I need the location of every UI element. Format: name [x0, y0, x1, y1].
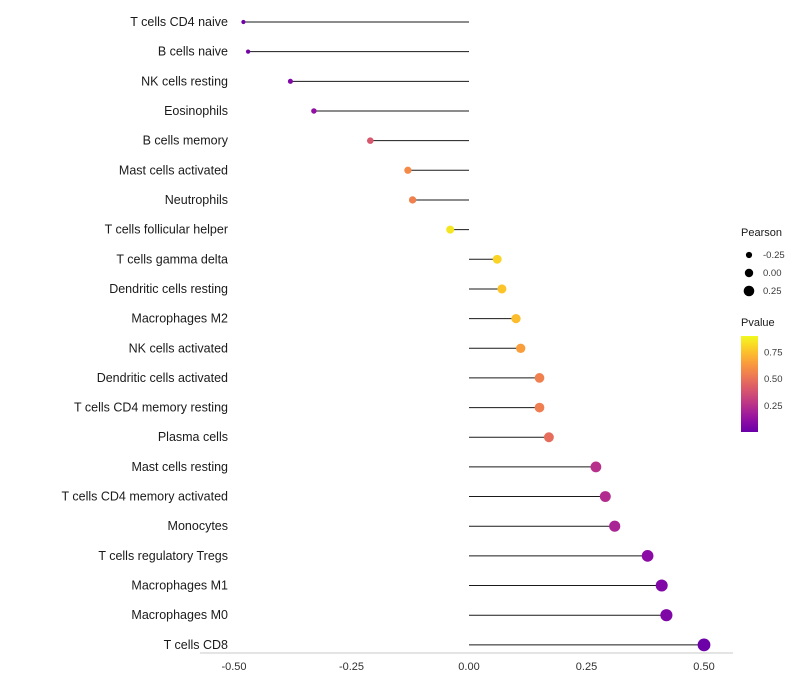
category-label: Plasma cells	[158, 430, 228, 444]
lollipop-row: Macrophages M2	[131, 312, 521, 326]
lollipop-row: NK cells activated	[129, 341, 526, 355]
category-label: Macrophages M0	[131, 608, 228, 622]
lollipop-dot	[590, 461, 602, 473]
lollipop-dot	[660, 609, 673, 622]
lollipop-dot	[534, 373, 545, 383]
category-label: NK cells activated	[129, 341, 228, 355]
lollipop-row: T cells CD4 naive	[130, 15, 469, 29]
lollipop-row: T cells CD4 memory resting	[74, 401, 545, 415]
lollipop-dot	[543, 432, 554, 443]
pvalue-tick-label: 0.75	[764, 348, 783, 359]
lollipop-row: Neutrophils	[165, 193, 469, 207]
category-label: T cells CD8	[164, 638, 228, 652]
pvalue-colorbar	[741, 336, 758, 432]
category-label: Mast cells resting	[131, 460, 228, 474]
category-label: Dendritic cells resting	[109, 282, 228, 296]
lollipop-row: NK cells resting	[141, 74, 469, 88]
lollipop-row: Macrophages M1	[131, 579, 668, 593]
x-tick-label: -0.25	[339, 661, 364, 673]
lollipop-dot	[609, 520, 621, 532]
lollipop-row: T cells gamma delta	[116, 252, 502, 266]
category-label: B cells naive	[158, 45, 228, 59]
legend-pvalue-color: Pvalue 0.75 0.50 0.25	[741, 317, 783, 432]
category-label: T cells CD4 memory activated	[62, 490, 229, 504]
legend-size-title: Pearson	[741, 227, 782, 239]
legend-color-title: Pvalue	[741, 317, 775, 329]
category-label: Neutrophils	[165, 193, 228, 207]
category-label: Macrophages M2	[131, 312, 228, 326]
category-label: T cells gamma delta	[116, 252, 228, 266]
lollipop-dot	[404, 166, 412, 174]
pvalue-tick-label: 0.25	[764, 401, 783, 412]
lollipop-row: Macrophages M0	[131, 608, 673, 622]
pvalue-tick-label: 0.50	[764, 374, 783, 385]
lollipop-dot	[446, 225, 455, 234]
x-tick-label: 0.50	[693, 661, 714, 673]
lollipop-row: Dendritic cells activated	[97, 371, 545, 385]
lollipop-dot	[287, 78, 293, 84]
category-label: B cells memory	[143, 134, 229, 148]
lollipop-dot	[497, 284, 507, 294]
lollipop-dot	[408, 196, 417, 204]
lollipop-dot	[367, 137, 374, 144]
legend-pearson-size: Pearson -0.25 0.00 0.25	[741, 227, 785, 297]
legend-size-label: 0.00	[763, 268, 782, 279]
legend-size-dot	[744, 268, 754, 278]
lollipop-dot	[534, 402, 545, 413]
x-tick-label: -0.50	[221, 661, 246, 673]
legend-size-label: 0.25	[763, 286, 782, 297]
category-label: Monocytes	[168, 519, 228, 533]
lollipop-dot	[697, 638, 711, 652]
category-label: Eosinophils	[164, 104, 228, 118]
lollipop-row: Eosinophils	[164, 104, 469, 118]
lollipop-row: Plasma cells	[158, 430, 554, 444]
category-label: T cells CD4 memory resting	[74, 401, 228, 415]
category-label: Dendritic cells activated	[97, 371, 228, 385]
lollipop-dot	[641, 550, 654, 562]
lollipop-row: B cells memory	[143, 134, 469, 148]
legend-size-dot	[745, 251, 753, 259]
lollipop-dot	[511, 313, 521, 324]
lollipop-row: T cells CD8	[164, 638, 711, 652]
lollipop-row: Mast cells resting	[131, 460, 602, 474]
legend-size-dot	[743, 285, 755, 297]
category-label: T cells regulatory Tregs	[98, 549, 228, 563]
legend-size-label: -0.25	[763, 250, 785, 261]
category-label: T cells follicular helper	[105, 223, 228, 237]
lollipop-dot	[492, 254, 502, 264]
category-label: Macrophages M1	[131, 579, 228, 593]
lollipop-dot	[599, 491, 611, 503]
lollipop-row: Mast cells activated	[119, 163, 469, 177]
x-tick-label: 0.25	[576, 661, 597, 673]
lollipop-dot	[655, 579, 668, 592]
lollipop-dot	[241, 19, 246, 25]
lollipop-dot	[516, 343, 526, 353]
category-label: Mast cells activated	[119, 163, 228, 177]
lollipop-row: B cells naive	[158, 45, 469, 59]
lollipop-row: T cells regulatory Tregs	[98, 549, 654, 563]
lollipop-row: Monocytes	[168, 519, 621, 533]
lollipop-row: Dendritic cells resting	[109, 282, 507, 296]
x-tick-label: 0.00	[458, 661, 479, 673]
lollipop-row: T cells CD4 memory activated	[62, 490, 611, 504]
lollipop-row: T cells follicular helper	[105, 223, 469, 237]
lollipop-dot	[311, 108, 317, 114]
lollipop-dot	[245, 49, 251, 54]
category-label: NK cells resting	[141, 74, 228, 88]
category-label: T cells CD4 naive	[130, 15, 228, 29]
